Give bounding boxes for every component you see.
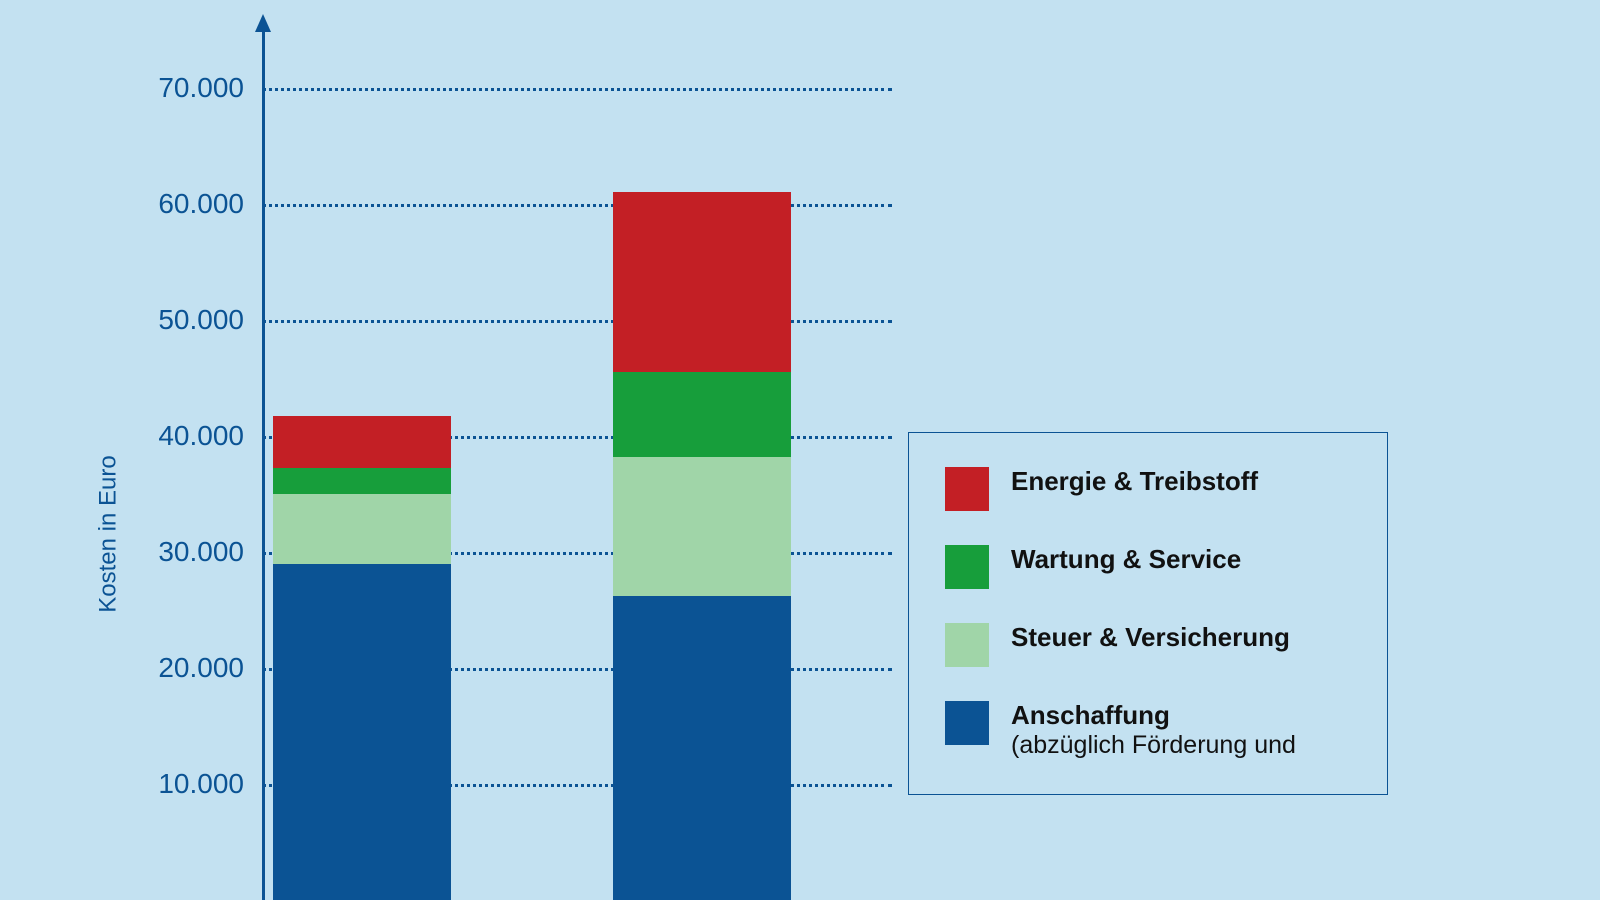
- gridline: [262, 204, 892, 207]
- legend-item-anschaffung: Anschaffung(abzüglich Förderung und: [945, 701, 1351, 760]
- bar: [613, 192, 791, 900]
- legend-item-energie: Energie & Treibstoff: [945, 467, 1351, 511]
- legend-swatch-icon: [945, 467, 989, 511]
- plot-area: 10.00020.00030.00040.00050.00060.00070.0…: [262, 30, 892, 900]
- legend-sublabel: (abzüglich Förderung und: [1011, 731, 1296, 760]
- bar-segment-wartung: [273, 468, 451, 494]
- y-axis-arrow-icon: [255, 14, 271, 32]
- legend-swatch-icon: [945, 701, 989, 745]
- y-tick-label: 10.000: [158, 768, 244, 800]
- legend-swatch-icon: [945, 623, 989, 667]
- bar-segment-energie: [273, 416, 451, 468]
- legend-label: Energie & Treibstoff: [1011, 467, 1258, 497]
- y-axis: [262, 30, 265, 900]
- legend-text: Energie & Treibstoff: [1011, 467, 1258, 497]
- y-tick-label: 20.000: [158, 652, 244, 684]
- gridline: [262, 320, 892, 323]
- legend-item-wartung: Wartung & Service: [945, 545, 1351, 589]
- y-tick-label: 70.000: [158, 72, 244, 104]
- bar-segment-energie: [613, 192, 791, 372]
- legend-swatch-icon: [945, 545, 989, 589]
- legend-item-steuer: Steuer & Versicherung: [945, 623, 1351, 667]
- legend-text: Anschaffung(abzüglich Förderung und: [1011, 701, 1296, 760]
- y-tick-label: 40.000: [158, 420, 244, 452]
- bar: [273, 416, 451, 900]
- bar-segment-anschaffung: [273, 564, 451, 900]
- gridline: [262, 88, 892, 91]
- bar-segment-anschaffung: [613, 596, 791, 900]
- y-tick-label: 50.000: [158, 304, 244, 336]
- chart-page: 10.000 20.000 30.000 40.000 50.000 60.000 70.0…: [0, 0, 1600, 900]
- legend-label: Anschaffung: [1011, 701, 1296, 731]
- bar-segment-steuer: [613, 457, 791, 596]
- bar-segment-wartung: [613, 372, 791, 457]
- y-tick-label: 30.000: [158, 536, 244, 568]
- y-axis-title: Kosten in Euro: [95, 455, 123, 612]
- legend-text: Wartung & Service: [1011, 545, 1241, 575]
- legend-label: Steuer & Versicherung: [1011, 623, 1290, 653]
- legend-text: Steuer & Versicherung: [1011, 623, 1290, 653]
- legend: Energie & Treibstoff Wartung & Service Ste…: [908, 432, 1388, 795]
- legend-label: Wartung & Service: [1011, 545, 1241, 575]
- bar-segment-steuer: [273, 494, 451, 564]
- y-tick-label: 60.000: [158, 188, 244, 220]
